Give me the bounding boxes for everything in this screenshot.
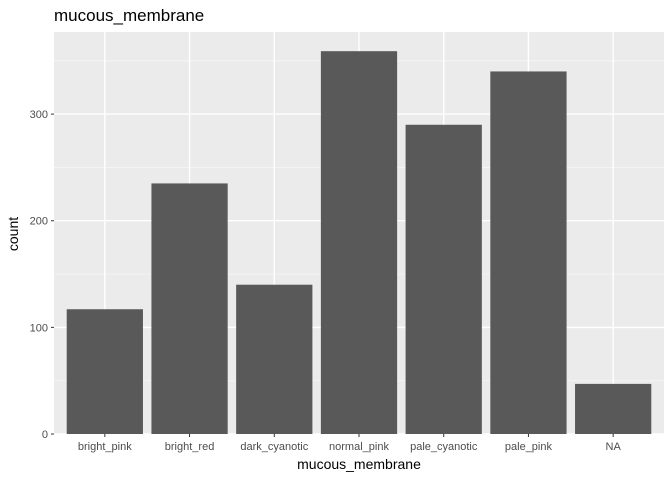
x-tick-label: dark_cyanotic — [240, 441, 308, 453]
bar-pale_cyanotic — [405, 124, 482, 435]
bar-normal_pink — [320, 51, 398, 434]
x-axis: bright_pink bright_red dark_cyanotic normal… — [78, 434, 622, 453]
x-tick-label: NA — [606, 441, 622, 453]
bar-bright_red — [151, 183, 228, 434]
x-tick-label: pale_cyanotic — [410, 441, 478, 453]
x-tick-label: pale_pink — [505, 441, 553, 453]
x-axis-title: mucous_membrane — [297, 456, 421, 472]
y-axis-title: count — [5, 217, 21, 251]
y-tick-label: 300 — [30, 109, 48, 121]
y-tick-label: 200 — [30, 216, 48, 228]
bar-bright_pink — [66, 309, 143, 434]
x-tick-label: bright_pink — [78, 441, 132, 453]
bar-pale_pink — [490, 71, 567, 434]
bar-NA — [575, 383, 652, 434]
y-axis: 0 100 200 300 — [30, 109, 54, 441]
y-tick-label: 100 — [30, 322, 48, 334]
x-tick-label: bright_red — [165, 441, 215, 453]
chart-title: mucous_membrane — [54, 6, 204, 25]
y-tick-label: 0 — [42, 429, 48, 441]
bar-dark_cyanotic — [236, 284, 313, 434]
bars — [66, 51, 652, 435]
x-tick-label: normal_pink — [329, 441, 389, 453]
